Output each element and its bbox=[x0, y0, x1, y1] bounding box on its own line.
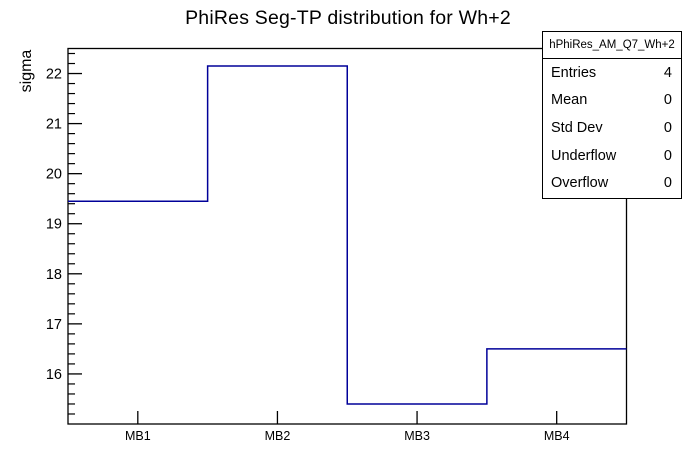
stats-row-overflow: Overflow 0 bbox=[543, 169, 681, 197]
y-tick-label: 19 bbox=[46, 217, 62, 233]
chart-title: PhiRes Seg-TP distribution for Wh+2 bbox=[185, 7, 511, 29]
stat-label: Entries bbox=[551, 64, 597, 81]
x-tick-label: MB4 bbox=[544, 429, 570, 443]
stat-value: 4 bbox=[663, 64, 672, 81]
stats-box-title: hPhiRes_AM_Q7_Wh+2 bbox=[543, 32, 681, 59]
stat-value: 0 bbox=[663, 147, 672, 164]
stats-row-mean: Mean 0 bbox=[543, 87, 681, 115]
y-axis-title: sigma bbox=[18, 50, 35, 93]
stat-value: 0 bbox=[663, 119, 672, 136]
stat-value: 0 bbox=[663, 92, 672, 109]
x-tick-label: MB2 bbox=[265, 429, 291, 443]
histogram-line bbox=[68, 65, 627, 405]
stat-label: Overflow bbox=[551, 175, 609, 192]
stats-row-entries: Entries 4 bbox=[543, 59, 681, 87]
y-tick-label: 17 bbox=[46, 317, 62, 333]
stat-label: Mean bbox=[551, 92, 588, 109]
stats-row-stddev: Std Dev 0 bbox=[543, 114, 681, 142]
stat-value: 0 bbox=[663, 175, 672, 192]
stats-row-underflow: Underflow 0 bbox=[543, 142, 681, 170]
y-tick-label: 16 bbox=[46, 367, 62, 383]
stat-label: Std Dev bbox=[551, 119, 603, 136]
stat-label: Underflow bbox=[551, 147, 617, 164]
x-tick-label: MB3 bbox=[404, 429, 430, 443]
y-tick-label: 18 bbox=[46, 267, 62, 283]
y-tick-label: 22 bbox=[46, 67, 62, 83]
y-tick-label: 20 bbox=[46, 167, 62, 183]
x-tick-label: MB1 bbox=[125, 429, 151, 443]
plot-frame bbox=[67, 47, 628, 425]
y-tick-label: 21 bbox=[46, 117, 62, 133]
stats-box: hPhiRes_AM_Q7_Wh+2 Entries 4 Mean 0 Std … bbox=[542, 31, 682, 199]
